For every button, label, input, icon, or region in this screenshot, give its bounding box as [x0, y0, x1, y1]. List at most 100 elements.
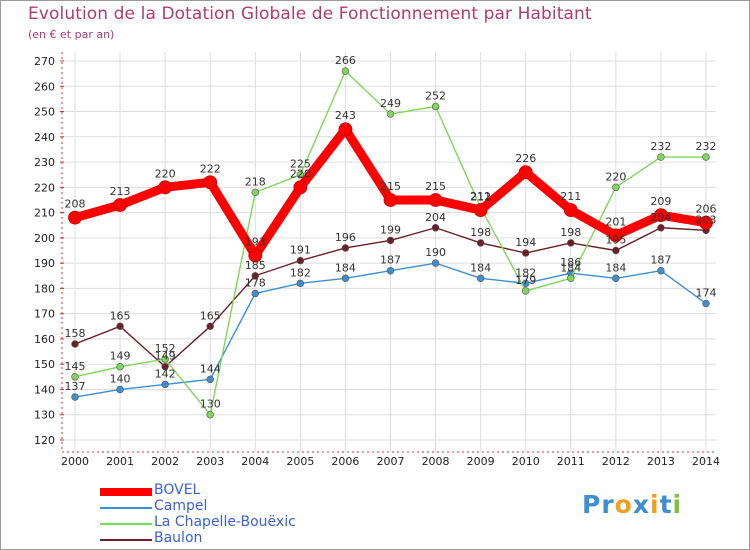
- x-tick-label: 2003: [196, 455, 224, 468]
- data-point-campel: [251, 289, 259, 298]
- data-label-la-chapelle-bouexic: 179: [515, 274, 536, 287]
- data-point-bovel: [563, 203, 578, 217]
- data-point-la-chapelle-bouexic: [657, 153, 665, 161]
- data-point-la-chapelle-bouexic: [386, 110, 395, 118]
- data-label-campel: 174: [696, 287, 717, 300]
- data-label-baulon: 203: [696, 213, 717, 226]
- y-tick-label: 240: [34, 131, 55, 144]
- data-label-la-chapelle-bouexic: 212: [470, 191, 491, 204]
- data-label-la-chapelle-bouexic: 252: [425, 89, 446, 102]
- data-label-campel: 186: [560, 256, 581, 269]
- data-point-campel: [657, 267, 665, 275]
- data-label-campel: 187: [380, 254, 401, 267]
- data-label-campel: 184: [605, 261, 626, 274]
- data-point-bovel: [473, 203, 488, 217]
- data-point-la-chapelle-bouexic: [116, 363, 124, 371]
- y-tick-label: 270: [34, 55, 55, 68]
- x-tick-label: 2009: [467, 455, 495, 468]
- data-point-la-chapelle-bouexic: [522, 287, 530, 295]
- data-label-bovel: 220: [290, 167, 311, 180]
- data-label-bovel: 211: [470, 190, 491, 203]
- data-label-campel: 144: [200, 362, 221, 375]
- chart-subtitle: (en € et par an): [28, 28, 115, 41]
- data-label-bovel: 211: [560, 190, 581, 203]
- data-label-baulon: 165: [110, 309, 131, 322]
- data-point-baulon: [567, 239, 575, 247]
- data-label-campel: 140: [110, 372, 131, 385]
- data-point-baulon: [341, 244, 350, 252]
- data-point-campel: [612, 274, 620, 282]
- data-label-baulon: 196: [335, 231, 356, 244]
- logo-letter: t: [659, 490, 673, 519]
- data-point-bovel: [518, 165, 533, 180]
- data-label-baulon: 198: [470, 226, 491, 239]
- data-label-bovel: 206: [696, 203, 717, 216]
- data-point-baulon: [431, 224, 440, 232]
- data-label-baulon: 199: [380, 223, 401, 236]
- x-tick-label: 2006: [331, 455, 359, 468]
- y-tick-label: 180: [34, 282, 55, 295]
- y-tick-label: 190: [34, 257, 55, 270]
- data-label-baulon: 204: [650, 211, 671, 224]
- series-group: [68, 67, 713, 419]
- data-point-bovel: [428, 193, 443, 207]
- data-label-la-chapelle-bouexic: 220: [605, 170, 626, 183]
- x-tick-label: 2001: [106, 455, 134, 468]
- data-point-campel: [386, 267, 395, 275]
- data-point-baulon: [206, 322, 214, 330]
- data-point-baulon: [71, 340, 79, 348]
- y-tick-label: 260: [34, 80, 55, 93]
- data-point-la-chapelle-bouexic: [702, 153, 710, 161]
- data-point-bovel: [383, 193, 398, 207]
- data-point-bovel: [248, 248, 263, 263]
- logo-letter: i: [650, 490, 660, 519]
- y-tick-label: 200: [34, 232, 55, 245]
- data-point-bovel: [338, 122, 353, 137]
- legend-label-la-chapelle-bouexic: La Chapelle-Bouëxic: [154, 514, 296, 530]
- axes: 120 130 140 150 160 170 180 190 200 210 220 230 240 2…: [34, 52, 720, 468]
- data-point-la-chapelle-bouexic: [341, 67, 350, 75]
- legend-label-bovel: BOVEL: [154, 482, 201, 498]
- data-point-bovel: [699, 215, 713, 230]
- x-tick-label: 2008: [422, 455, 450, 468]
- data-point-baulon: [522, 249, 530, 257]
- data-label-la-chapelle-bouexic: 152: [155, 342, 176, 355]
- data-point-la-chapelle-bouexic: [612, 183, 620, 192]
- data-label-bovel: 208: [65, 198, 86, 211]
- y-tick-label: 140: [34, 383, 55, 396]
- y-tick-label: 250: [34, 106, 55, 119]
- x-tick-label: 2014: [692, 455, 720, 468]
- legend-swatch-la-chapelle-bouexic: [100, 523, 152, 525]
- data-point-bovel: [608, 228, 623, 243]
- data-label-bovel: 243: [335, 109, 356, 122]
- data-label-baulon: 198: [560, 226, 581, 239]
- logo-letter: x: [632, 490, 650, 519]
- data-point-baulon: [657, 224, 665, 232]
- chart-title: Evolution de la Dotation Globale de Fonc…: [28, 4, 592, 24]
- data-point-campel: [341, 274, 350, 282]
- data-label-la-chapelle-bouexic: 218: [245, 175, 266, 188]
- data-point-baulon: [116, 322, 124, 330]
- data-label-campel: 182: [290, 266, 311, 279]
- y-tick-label: 210: [34, 207, 55, 220]
- data-label-bovel: 215: [380, 180, 401, 193]
- logo-letter: o: [614, 490, 633, 519]
- data-point-la-chapelle-bouexic: [206, 411, 214, 419]
- data-label-bovel: 201: [605, 215, 626, 228]
- y-tick-label: 170: [34, 308, 55, 321]
- legend-swatch-campel: [100, 507, 152, 509]
- data-point-la-chapelle-bouexic: [431, 102, 440, 111]
- data-point-campel: [116, 385, 124, 394]
- data-label-baulon: 195: [605, 234, 626, 247]
- data-point-campel: [161, 380, 169, 389]
- data-label-la-chapelle-bouexic: 184: [560, 261, 581, 274]
- data-label-campel: 184: [335, 261, 356, 274]
- data-label-baulon: 165: [200, 309, 221, 322]
- data-point-campel: [476, 274, 485, 282]
- data-point-baulon: [296, 256, 305, 265]
- logo-letter: P: [582, 490, 602, 519]
- legend-label-baulon: Baulon: [154, 530, 203, 546]
- data-point-campel: [431, 259, 440, 267]
- data-label-la-chapelle-bouexic: 225: [290, 158, 311, 171]
- data-label-la-chapelle-bouexic: 145: [65, 360, 86, 373]
